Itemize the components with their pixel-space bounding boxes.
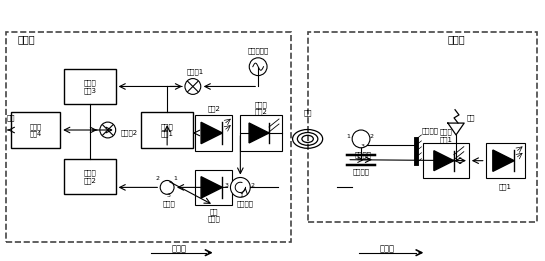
Polygon shape bbox=[249, 123, 269, 143]
Bar bbox=[195, 115, 232, 151]
Polygon shape bbox=[201, 122, 222, 144]
Text: 3: 3 bbox=[166, 193, 170, 198]
Text: 2: 2 bbox=[155, 176, 159, 181]
Circle shape bbox=[160, 180, 174, 194]
Text: 功分器: 功分器 bbox=[163, 200, 175, 206]
Circle shape bbox=[352, 130, 370, 148]
Text: 天线: 天线 bbox=[467, 115, 475, 121]
Text: 3: 3 bbox=[360, 144, 364, 149]
Text: 光耦合器: 光耦合器 bbox=[355, 151, 372, 158]
Bar bbox=[195, 170, 232, 205]
Bar bbox=[141, 112, 193, 148]
Text: 发送端: 发送端 bbox=[447, 34, 465, 44]
Text: 带通滤
波器3: 带通滤 波器3 bbox=[83, 79, 96, 94]
Bar bbox=[64, 69, 116, 104]
Text: 混频器2: 混频器2 bbox=[121, 130, 138, 136]
Text: 光通路: 光通路 bbox=[379, 244, 394, 253]
Text: 光纤: 光纤 bbox=[304, 109, 312, 116]
Text: 接收端: 接收端 bbox=[18, 34, 35, 44]
Text: 光环形器: 光环形器 bbox=[237, 200, 254, 206]
Bar bbox=[486, 143, 525, 179]
Text: 2: 2 bbox=[370, 134, 374, 139]
Bar bbox=[6, 32, 291, 242]
Text: 1: 1 bbox=[173, 176, 177, 181]
Text: 光电调
制器1: 光电调 制器1 bbox=[440, 129, 453, 143]
Text: 本振信号源: 本振信号源 bbox=[247, 48, 269, 54]
Text: 带通滤
波器2: 带通滤 波器2 bbox=[83, 169, 96, 184]
Bar bbox=[423, 143, 469, 179]
Text: 光反射镜: 光反射镜 bbox=[422, 128, 439, 134]
Bar bbox=[307, 32, 537, 222]
Text: 带通滤
波器1: 带通滤 波器1 bbox=[161, 123, 174, 137]
Bar bbox=[11, 112, 60, 148]
Text: 光隔离器: 光隔离器 bbox=[353, 168, 370, 175]
Text: 光电调
制器2: 光电调 制器2 bbox=[255, 101, 268, 115]
Circle shape bbox=[249, 58, 267, 76]
Polygon shape bbox=[493, 150, 514, 171]
Bar bbox=[64, 159, 116, 194]
Text: 输出: 输出 bbox=[7, 115, 15, 121]
Circle shape bbox=[231, 177, 250, 197]
Text: 3: 3 bbox=[225, 183, 228, 188]
Text: 1: 1 bbox=[346, 134, 350, 139]
Bar bbox=[240, 115, 282, 151]
Text: 2: 2 bbox=[250, 183, 254, 188]
Text: 1: 1 bbox=[239, 193, 243, 198]
Text: 电通路: 电通路 bbox=[172, 244, 186, 253]
Text: 带通滤
波器4: 带通滤 波器4 bbox=[29, 123, 41, 137]
Circle shape bbox=[100, 122, 116, 138]
Text: 光电
探测器: 光电 探测器 bbox=[207, 208, 220, 222]
Circle shape bbox=[185, 79, 201, 94]
Text: 光源2: 光源2 bbox=[207, 105, 220, 111]
Text: 光源1: 光源1 bbox=[499, 183, 512, 190]
Polygon shape bbox=[434, 151, 454, 171]
Text: 混频器1: 混频器1 bbox=[186, 68, 203, 75]
Polygon shape bbox=[201, 177, 222, 198]
